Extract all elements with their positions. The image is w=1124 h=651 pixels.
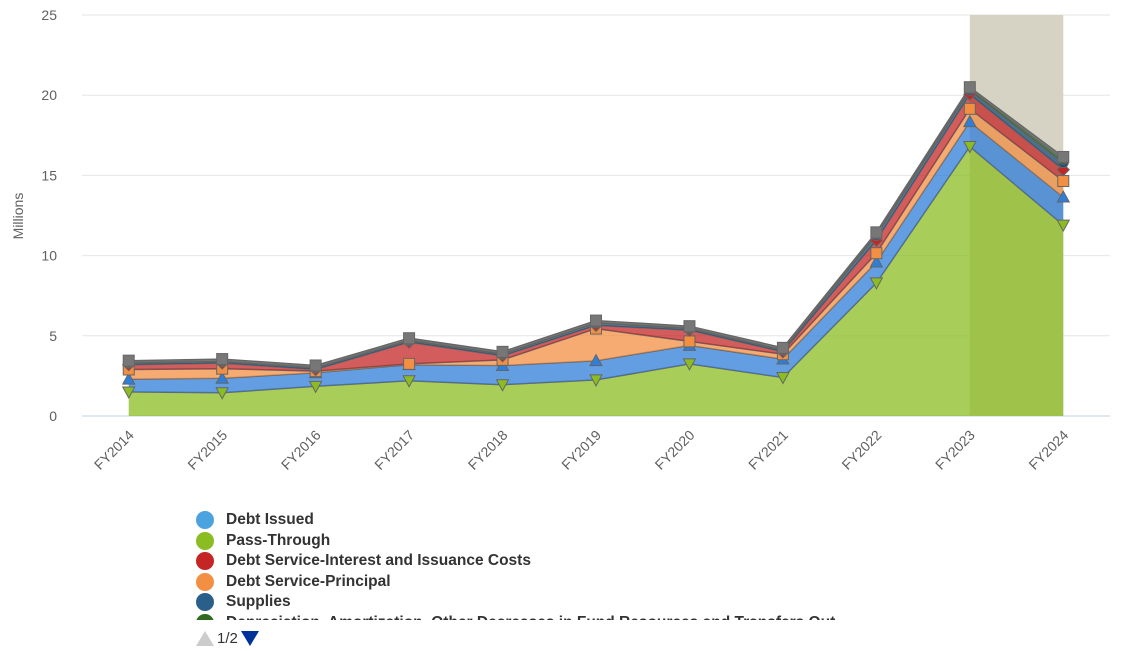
area-series-3 <box>128 94 1064 372</box>
legend-label: Debt Issued <box>226 511 314 529</box>
series-markers <box>121 81 1071 400</box>
x-tick-label: FY2015 <box>184 427 230 473</box>
data-point[interactable] <box>870 226 883 239</box>
x-tick-label: FY2019 <box>558 427 604 473</box>
data-point[interactable] <box>1057 175 1070 188</box>
data-point[interactable] <box>121 372 136 385</box>
x-tick-label: FY2022 <box>838 427 884 473</box>
data-point[interactable] <box>308 380 323 394</box>
y-tick-label: 5 <box>49 328 57 344</box>
arrow-up-icon[interactable] <box>196 630 214 646</box>
legend-label: Debt Service-Interest and Issuance Costs <box>226 552 531 570</box>
data-point[interactable] <box>683 335 696 348</box>
legend: Debt Issued Pass-Through Debt Service-Inte… <box>196 510 1036 620</box>
area-series-0 <box>128 146 1064 416</box>
legend-item[interactable]: Supplies <box>196 592 1036 613</box>
legend-label: Supplies <box>226 593 291 611</box>
data-point[interactable] <box>776 372 790 385</box>
legend-pager: 1/2 <box>196 628 259 648</box>
x-tick-label: FY2021 <box>745 427 791 473</box>
data-point[interactable] <box>776 341 789 354</box>
x-tick-label: FY2016 <box>278 427 324 473</box>
data-point[interactable] <box>869 254 884 268</box>
data-point[interactable] <box>589 353 603 367</box>
data-point[interactable] <box>1056 219 1071 233</box>
legend-swatch-icon <box>196 552 214 571</box>
data-point[interactable] <box>403 332 416 345</box>
y-tick-label: 0 <box>49 408 57 424</box>
data-point[interactable] <box>122 354 135 367</box>
arrow-down-icon[interactable] <box>240 630 259 646</box>
legend-label: Pass-Through <box>226 531 331 549</box>
data-point[interactable] <box>590 314 602 327</box>
y-tick-label: 10 <box>41 248 57 264</box>
data-point[interactable] <box>215 387 230 400</box>
data-point[interactable] <box>309 359 322 372</box>
data-point[interactable] <box>495 379 510 392</box>
legend-label: Debt Service-Principal <box>226 572 391 590</box>
data-point[interactable] <box>869 277 884 290</box>
data-point[interactable] <box>402 375 416 388</box>
legend-swatch-icon <box>196 593 214 612</box>
data-point[interactable] <box>215 371 230 384</box>
data-point[interactable] <box>962 141 977 154</box>
legend-label: Depreciation, Amortization, Other Decrea… <box>226 614 835 620</box>
data-point[interactable] <box>870 247 883 260</box>
data-point[interactable] <box>589 374 603 387</box>
data-point[interactable] <box>216 353 229 366</box>
data-point[interactable] <box>963 102 976 115</box>
legend-item[interactable]: Depreciation, Amortization, Other Decrea… <box>196 613 1036 620</box>
data-point[interactable] <box>1057 150 1070 163</box>
legend-swatch-icon <box>196 531 214 550</box>
data-point[interactable] <box>682 358 697 371</box>
legend-item[interactable]: Debt Service-Principal <box>196 572 1036 593</box>
data-point[interactable] <box>683 320 696 333</box>
y-axis-label: Millions <box>10 193 26 240</box>
data-point[interactable] <box>963 81 976 94</box>
data-point[interactable] <box>496 345 509 358</box>
y-tick-label: 20 <box>41 87 57 103</box>
data-point[interactable] <box>121 386 136 399</box>
legend-swatch-icon <box>196 613 214 620</box>
y-axis-ticks: 0 5 10 15 20 25 <box>41 7 57 424</box>
area-series-1 <box>128 121 1064 393</box>
data-point[interactable] <box>962 114 977 128</box>
legend-item[interactable]: Debt Service-Interest and Issuance Costs <box>196 551 1036 572</box>
legend-page-indicator: 1/2 <box>217 629 238 647</box>
legend-swatch-icon <box>196 572 214 591</box>
data-point[interactable] <box>403 357 416 370</box>
x-axis-ticks: FY2014 FY2015 FY2016 FY2017 FY2018 FY2019 FY20… <box>91 427 1072 473</box>
y-tick-label: 15 <box>41 167 57 183</box>
x-tick-label: FY2020 <box>652 427 698 473</box>
legend-swatch-icon <box>196 511 214 530</box>
x-tick-label: FY2018 <box>465 427 511 473</box>
data-point[interactable] <box>1056 190 1071 203</box>
x-tick-label: FY2024 <box>1025 427 1071 473</box>
legend-item[interactable]: Debt Issued <box>196 510 1036 531</box>
x-tick-label: FY2023 <box>932 427 978 473</box>
series-areas <box>128 86 1064 416</box>
x-tick-label: FY2017 <box>371 427 417 473</box>
y-tick-label: 25 <box>41 7 57 23</box>
x-tick-label: FY2014 <box>91 427 137 473</box>
legend-item[interactable]: Pass-Through <box>196 531 1036 552</box>
